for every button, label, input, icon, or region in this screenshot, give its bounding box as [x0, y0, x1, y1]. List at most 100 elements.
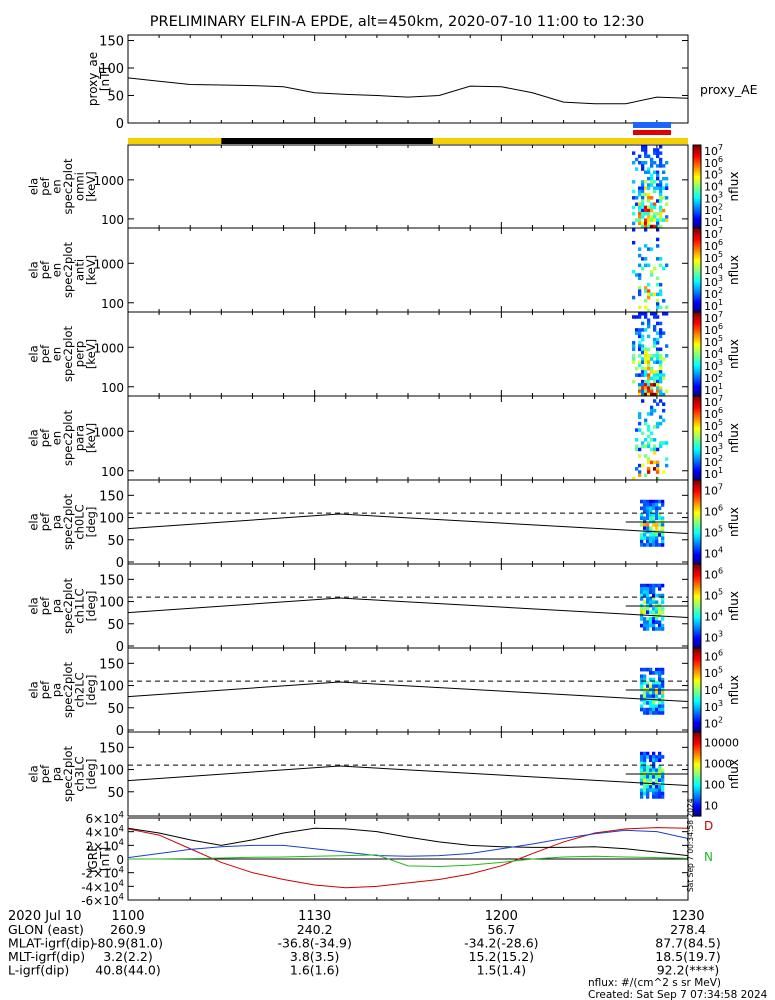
pa-ch3LC-pixel [643, 755, 647, 759]
spec-anti-ylabel-line: [keV] [84, 255, 98, 285]
pa-ch3LC-pixel [652, 795, 656, 799]
spec-anti-ylabel-line: pef [38, 260, 52, 279]
spec-anti-frame [127, 227, 689, 313]
spec-anti-colorbar-cell [693, 299, 701, 303]
pa-ch2LC-colorbar-cell [693, 679, 701, 683]
pa-ch2LC-pixel [661, 684, 665, 689]
spec-anti-colorbar-tick: 105 [704, 250, 723, 265]
pa-ch1LC-pixel [661, 627, 665, 631]
spec-omni-pixel [647, 199, 651, 203]
spec-omni-colorbar-cell [693, 213, 701, 217]
spec-anti-pixel [638, 289, 642, 293]
spec-anti-pixel [644, 257, 648, 261]
spec-omni-pixel [647, 196, 651, 200]
pa-ch1LC-frame [127, 563, 689, 649]
pa-ch2LC-colorbar-cell [693, 685, 701, 689]
spec-omni-pixel [662, 176, 666, 181]
pa-ch1LC-pixel [661, 583, 665, 588]
pa-ch3LC-pixel [649, 755, 653, 759]
spec-perp-pixel [632, 344, 636, 348]
spec-perp-pixel [659, 373, 663, 377]
spec-anti-pixel [650, 270, 654, 274]
pa-ch0LC-colorbar-label-text: nflux [727, 507, 741, 537]
pa-ch3LC-pixel [643, 758, 647, 763]
ephem-row-value: 87.7(84.5) [655, 936, 720, 951]
spec-omni-pixel [647, 212, 651, 216]
spec-anti-pixel [650, 247, 654, 251]
pa-ch0LC-pixel [640, 513, 644, 517]
pa-ch1LC-colorbar-cell [693, 637, 701, 641]
spec-anti-pixel [653, 292, 657, 297]
pa-ch3LC-colorbar-cell [693, 786, 701, 790]
pa-ch0LC-pixel [640, 543, 644, 547]
spec-anti-pixel [632, 240, 636, 245]
spec-omni-pixel [650, 218, 654, 222]
spec-perp-pixel [647, 357, 651, 361]
spec-anti-colorbar-cell [693, 270, 701, 273]
spec-omni-colorbar-tick: 104 [704, 179, 723, 194]
spec-perp-colorbar-tick: 103 [704, 358, 723, 373]
pa-ch3LC-colorbar-label-text: nflux [727, 759, 741, 789]
pa-ch2LC-pixel [652, 711, 656, 715]
spec-para-colorbar-cell [693, 473, 701, 477]
pa-ch1LC-pixel [652, 587, 656, 591]
spec-para-colorbar-cell [693, 467, 701, 471]
spec-perp-colorbar-cell [693, 377, 701, 380]
pa-ch2LC-colorbar-label: nflux [727, 675, 741, 705]
ephem-row-value: 40.8(44.0) [95, 963, 160, 978]
pa-ch1LC-colorbar-cell [693, 570, 701, 573]
pa-ch0LC-colorbar-tick: 107 [704, 483, 723, 498]
spec-para-colorbar-cell [693, 423, 701, 426]
pa-ch0LC-colorbar-cell [693, 555, 701, 559]
spec-omni-pixel [635, 218, 639, 222]
pa-ch2LC-ytick-label: 150 [99, 657, 124, 672]
spec-anti-pixel [665, 263, 669, 268]
spec-perp-pixel [653, 370, 657, 374]
spec-omni-pixel [644, 221, 648, 226]
pa-ch1LC-colorbar-cell [693, 643, 701, 647]
spec-omni-pixel [656, 186, 660, 190]
proxy-ae-ytick-label: 50 [107, 90, 124, 105]
pa-ch2LC-colorbar-cell [693, 683, 701, 687]
spec-anti-pixel [632, 228, 636, 232]
spec-omni-colorbar-cell [693, 174, 701, 177]
spec-anti-colorbar-cell [693, 272, 701, 275]
pa-ch1LC-colorbar-tick: 103 [704, 630, 723, 645]
spec-anti-ylabel-line: spec2plot [61, 241, 75, 298]
pa-ch1LC-pixel [661, 593, 665, 598]
spec-omni-pixel [653, 186, 657, 190]
pa-ch3LC-pixel [649, 778, 653, 783]
spec-para-colorbar-cell [693, 446, 701, 450]
spec-para-colorbar-cell [693, 419, 701, 422]
pa-ch0LC-ylabel-line: [deg] [84, 507, 98, 538]
spec-para-colorbar-cell [693, 459, 701, 462]
pa-ch2LC-pixel [640, 704, 644, 709]
spec-para-colorbar-cell [693, 450, 701, 454]
pa-ch2LC-pixel [655, 684, 659, 689]
spec-omni-pixel [641, 221, 645, 226]
spec-omni-pixel [656, 183, 660, 187]
spec-perp-pixel [659, 392, 663, 397]
pa-ch2LC-colorbar-cell [693, 719, 701, 723]
pa-ch3LC-pixel [640, 768, 644, 773]
spec-perp-colorbar-cell [693, 341, 701, 345]
spec-omni-pixel [659, 145, 663, 149]
spec-omni-pixel [644, 208, 648, 213]
pa-ch3LC-pixel [643, 791, 647, 796]
spec-perp-colorbar-cell [693, 385, 701, 389]
pa-ch0LC-pixel [643, 506, 647, 511]
spec-anti-pixel [641, 257, 645, 261]
spec-anti-colorbar-cell [693, 286, 701, 290]
pa-ch2LC-pixel [640, 694, 644, 699]
spec-perp-pixel [659, 370, 663, 374]
spec-para-colorbar-cell [693, 406, 701, 410]
spec-anti-colorbar-cell [693, 259, 701, 263]
pa-ch1LC-pixel [643, 627, 647, 631]
pa-ch3LC-pixel [640, 778, 644, 783]
spec-perp-pixel [656, 376, 660, 381]
spec-omni-colorbar-tick: 105 [704, 167, 723, 182]
ephem-row-value: 1.5(1.4) [477, 963, 527, 978]
spec-omni-pixel [632, 160, 636, 165]
pa-ch2LC-pixel [661, 701, 665, 705]
